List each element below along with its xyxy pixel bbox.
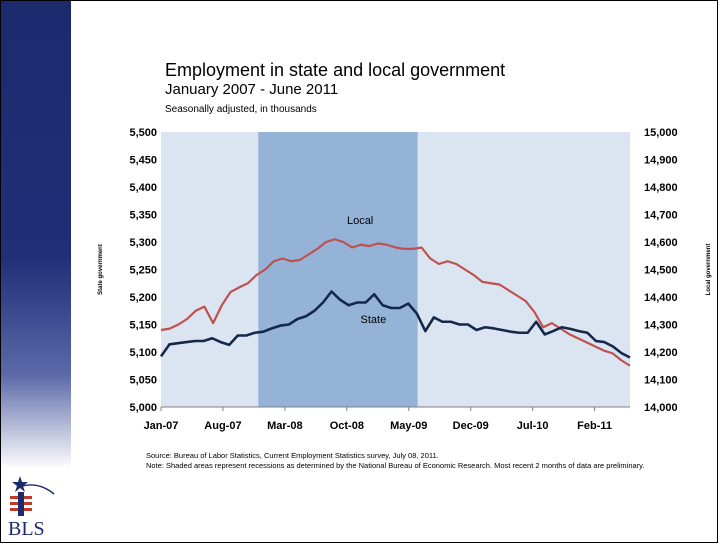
source-note: Source: Bureau of Labor Statistics, Curr… xyxy=(146,451,646,471)
x-tick-label: Jan-07 xyxy=(144,420,179,432)
y-right-tick-label: 14,100 xyxy=(644,375,678,387)
y-right-tick-label: 14,500 xyxy=(644,265,678,277)
series-line-state xyxy=(159,290,631,359)
series-label-local: Local xyxy=(347,215,373,227)
y-left-tick-label: 5,100 xyxy=(129,347,157,359)
y-left-tick-label: 5,450 xyxy=(129,155,157,167)
y-left-tick-label: 5,400 xyxy=(129,182,157,194)
bls-logo-icon xyxy=(10,476,55,516)
y-axis-left-title: State government xyxy=(98,244,104,295)
x-tick-label: Mar-08 xyxy=(267,420,302,432)
y-left-tick-label: 5,200 xyxy=(129,292,157,304)
y-left-tick-label: 5,300 xyxy=(129,237,157,249)
y-right-tick-label: 14,200 xyxy=(644,347,678,359)
y-right-tick-label: 14,800 xyxy=(644,182,678,194)
chart-units-note: Seasonally adjusted, in thousands xyxy=(165,104,317,115)
y-left-tick-label: 5,500 xyxy=(129,127,157,139)
y-right-tick-label: 14,900 xyxy=(644,155,678,167)
x-tick-label: Dec-09 xyxy=(453,420,489,432)
note-line: Note: Shaded areas represent recessions … xyxy=(146,461,645,470)
bls-logo-text: BLS xyxy=(8,518,45,540)
y-right-tick-label: 14,300 xyxy=(644,320,678,332)
y-right-tick-label: 14,000 xyxy=(644,402,678,414)
series-line-local xyxy=(160,238,631,367)
y-right-tick-label: 14,600 xyxy=(644,237,678,249)
sidebar-band xyxy=(1,1,71,469)
x-tick-label: May-09 xyxy=(390,420,427,432)
source-line: Source: Bureau of Labor Statistics, Curr… xyxy=(146,451,439,460)
chart-subtitle: January 2007 - June 2011 xyxy=(165,81,339,98)
y-left-tick-label: 5,000 xyxy=(129,402,157,414)
chart-title: Employment in state and local government xyxy=(165,60,506,80)
y-left-tick-label: 5,150 xyxy=(129,320,157,332)
y-left-tick-label: 5,050 xyxy=(129,375,157,387)
y-left-tick-label: 5,250 xyxy=(129,265,157,277)
x-tick-label: Oct-08 xyxy=(330,420,364,432)
x-axis-ticks: Jan-07 Aug-07 Mar-08 Oct-08 May-09 Dec-09 Jul-… xyxy=(144,407,612,432)
x-tick-label: Jul-10 xyxy=(517,420,549,432)
series-label-state: State xyxy=(361,314,387,326)
recession-shading xyxy=(258,132,418,407)
y-right-tick-label: 14,400 xyxy=(644,292,678,304)
y-axis-right-title: Local government xyxy=(706,244,712,296)
x-tick-label: Feb-11 xyxy=(577,420,612,432)
y-axis-left-ticks: 5,000 5,050 5,100 5,150 5,200 5,250 5,300 5,350… xyxy=(129,127,157,414)
y-right-tick-label: 14,700 xyxy=(644,210,678,222)
y-axis-right-ticks: 14,000 14,100 14,200 14,300 14,400 14,500 14,6… xyxy=(644,127,678,414)
x-tick-label: Aug-07 xyxy=(204,420,241,432)
y-right-tick-label: 15,000 xyxy=(644,127,678,139)
y-left-tick-label: 5,350 xyxy=(129,210,157,222)
